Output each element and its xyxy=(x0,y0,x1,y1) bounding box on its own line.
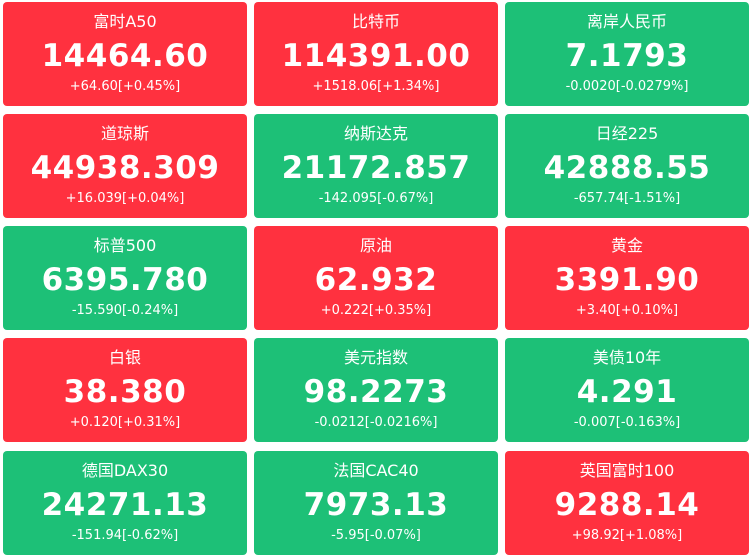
quote-change: +0.222[+0.35%] xyxy=(320,303,432,318)
quote-price: 9288.14 xyxy=(554,487,700,523)
quote-tile-dax30[interactable]: 德国DAX30 24271.13 -151.94[-0.62%] xyxy=(3,451,247,555)
quote-price: 62.932 xyxy=(314,262,438,298)
quote-price: 38.380 xyxy=(63,374,187,410)
quote-change: +64.60[+0.45%] xyxy=(69,79,181,94)
quote-change: -657.74[-1.51%] xyxy=(573,191,681,206)
quote-change: +16.039[+0.04%] xyxy=(65,191,185,206)
quote-tile-silver[interactable]: 白银 38.380 +0.120[+0.31%] xyxy=(3,338,247,442)
quote-name: 法国CAC40 xyxy=(333,461,419,480)
quote-change: -151.94[-0.62%] xyxy=(71,528,179,543)
quote-change: -15.590[-0.24%] xyxy=(71,303,179,318)
quote-price: 42888.55 xyxy=(543,150,711,186)
quote-change: +98.92[+1.08%] xyxy=(571,528,683,543)
quote-price: 4.291 xyxy=(576,374,678,410)
quote-price: 24271.13 xyxy=(41,487,209,523)
quote-price: 21172.857 xyxy=(281,150,471,186)
quote-change: +3.40[+0.10%] xyxy=(575,303,679,318)
quote-change: -0.0020[-0.0279%] xyxy=(565,79,689,94)
quote-change: +1518.06[+1.34%] xyxy=(312,79,440,94)
quote-price: 14464.60 xyxy=(41,38,209,74)
quote-tile-crude-oil[interactable]: 原油 62.932 +0.222[+0.35%] xyxy=(254,226,498,330)
quote-price: 114391.00 xyxy=(281,38,471,74)
quote-name: 日经225 xyxy=(595,124,659,143)
quote-name: 道琼斯 xyxy=(100,124,149,143)
quote-name: 黄金 xyxy=(610,236,643,255)
quote-price: 3391.90 xyxy=(554,262,700,298)
quote-tile-us-10y-treasury[interactable]: 美债10年 4.291 -0.007[-0.163%] xyxy=(505,338,749,442)
quote-tile-offshore-rmb[interactable]: 离岸人民币 7.1793 -0.0020[-0.0279%] xyxy=(505,2,749,106)
quote-tile-dow-jones[interactable]: 道琼斯 44938.309 +16.039[+0.04%] xyxy=(3,114,247,218)
quote-tile-ftse-china-a50[interactable]: 富时A50 14464.60 +64.60[+0.45%] xyxy=(3,2,247,106)
quote-change: -142.095[-0.67%] xyxy=(318,191,434,206)
quote-name: 白银 xyxy=(108,348,141,367)
quote-price: 44938.309 xyxy=(30,150,220,186)
quote-name: 比特币 xyxy=(351,12,400,31)
quote-name: 英国富时100 xyxy=(579,461,675,480)
quote-tile-us-dollar-index[interactable]: 美元指数 98.2273 -0.0212[-0.0216%] xyxy=(254,338,498,442)
quote-change: -5.95[-0.07%] xyxy=(331,528,421,543)
quote-change: +0.120[+0.31%] xyxy=(69,415,181,430)
quote-tile-nasdaq[interactable]: 纳斯达克 21172.857 -142.095[-0.67%] xyxy=(254,114,498,218)
quote-price: 7973.13 xyxy=(303,487,449,523)
quote-name: 离岸人民币 xyxy=(586,12,667,31)
quote-price: 7.1793 xyxy=(565,38,689,74)
quote-name: 原油 xyxy=(359,236,392,255)
quote-tile-gold[interactable]: 黄金 3391.90 +3.40[+0.10%] xyxy=(505,226,749,330)
quote-name: 美债10年 xyxy=(592,348,662,367)
quote-change: -0.007[-0.163%] xyxy=(573,415,681,430)
quote-name: 德国DAX30 xyxy=(81,461,169,480)
quote-price: 98.2273 xyxy=(303,374,449,410)
quote-tile-ftse-100[interactable]: 英国富时100 9288.14 +98.92[+1.08%] xyxy=(505,451,749,555)
quote-price: 6395.780 xyxy=(41,262,209,298)
quote-tile-bitcoin[interactable]: 比特币 114391.00 +1518.06[+1.34%] xyxy=(254,2,498,106)
quote-name: 标普500 xyxy=(93,236,157,255)
quote-change: -0.0212[-0.0216%] xyxy=(314,415,438,430)
quote-tile-nikkei-225[interactable]: 日经225 42888.55 -657.74[-1.51%] xyxy=(505,114,749,218)
quote-tile-cac40[interactable]: 法国CAC40 7973.13 -5.95[-0.07%] xyxy=(254,451,498,555)
quote-tile-sp500[interactable]: 标普500 6395.780 -15.590[-0.24%] xyxy=(3,226,247,330)
quote-name: 富时A50 xyxy=(93,12,157,31)
quote-name: 纳斯达克 xyxy=(343,124,408,143)
quote-name: 美元指数 xyxy=(343,348,408,367)
